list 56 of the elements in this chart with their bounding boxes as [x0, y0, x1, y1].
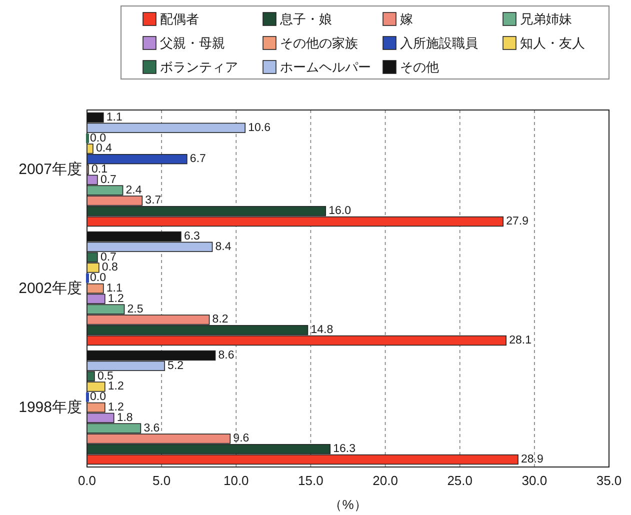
data-label: 3.7 — [145, 194, 162, 207]
x-tick-label: 25.0 — [447, 473, 473, 488]
x-tick-label: 30.0 — [522, 473, 548, 488]
data-label: 0.1 — [91, 164, 108, 176]
data-label: 0.0 — [90, 391, 106, 404]
data-label: 0.0 — [90, 132, 106, 144]
data-label: 27.9 — [506, 216, 528, 228]
data-label: 9.6 — [233, 432, 250, 445]
legend-label: 兄弟姉妹 — [520, 12, 572, 26]
data-label: 1.1 — [106, 282, 122, 294]
data-label: 5.2 — [168, 360, 184, 372]
x-axis-title: （%） — [329, 497, 367, 512]
data-label: 0.7 — [100, 174, 116, 186]
data-label: 6.7 — [190, 153, 206, 166]
x-tick-label: 20.0 — [372, 473, 398, 488]
data-label: 10.6 — [248, 122, 270, 134]
x-tick-label: 35.0 — [596, 473, 622, 488]
legend-label: 息子・娘 — [279, 12, 332, 26]
data-label: 1.2 — [108, 292, 124, 305]
data-label: 1.2 — [108, 380, 124, 393]
legend-label: 配偶者 — [160, 12, 199, 26]
legend-label: 知人・友人 — [520, 36, 585, 50]
data-label: 8.4 — [215, 240, 232, 253]
y-tick-label: 2007年度 — [18, 161, 82, 178]
data-label: 2.4 — [126, 184, 142, 196]
legend-label: 父親・母親 — [160, 36, 225, 50]
data-label: 14.8 — [310, 324, 334, 336]
data-label: 1.1 — [106, 111, 122, 124]
legend-label: ボランティア — [160, 60, 238, 74]
data-label: 6.3 — [184, 230, 200, 242]
data-label: 8.6 — [218, 349, 234, 362]
legend-label: 入所施設職員 — [400, 36, 478, 50]
data-label: 0.7 — [100, 251, 116, 264]
data-label: 0.4 — [96, 142, 113, 155]
data-label: 1.2 — [108, 402, 124, 414]
data-label: 28.9 — [521, 454, 544, 466]
legend-label: その他の家族 — [280, 36, 358, 50]
x-tick-label: 10.0 — [223, 473, 249, 488]
data-label: 28.1 — [509, 334, 532, 347]
x-tick-label: 15.0 — [298, 473, 324, 488]
data-label: 0.0 — [90, 272, 106, 284]
data-label: 8.2 — [212, 314, 228, 326]
data-label: 3.6 — [144, 422, 160, 434]
y-tick-label: 2002年度 — [18, 280, 82, 297]
legend-label: 嫁 — [400, 12, 413, 26]
x-tick-label: 5.0 — [152, 473, 171, 488]
data-label: 16.3 — [333, 443, 356, 456]
y-tick-label: 1998年度 — [18, 399, 82, 416]
data-label: 16.0 — [328, 205, 352, 218]
data-label: 0.5 — [97, 370, 114, 382]
x-tick-label: 0.0 — [78, 473, 96, 488]
data-label: 0.8 — [102, 262, 118, 274]
data-label: 1.8 — [116, 412, 133, 424]
legend-label: その他 — [400, 60, 439, 74]
data-label: 2.5 — [127, 303, 144, 316]
legend-label: ホームヘルパー — [280, 60, 371, 74]
